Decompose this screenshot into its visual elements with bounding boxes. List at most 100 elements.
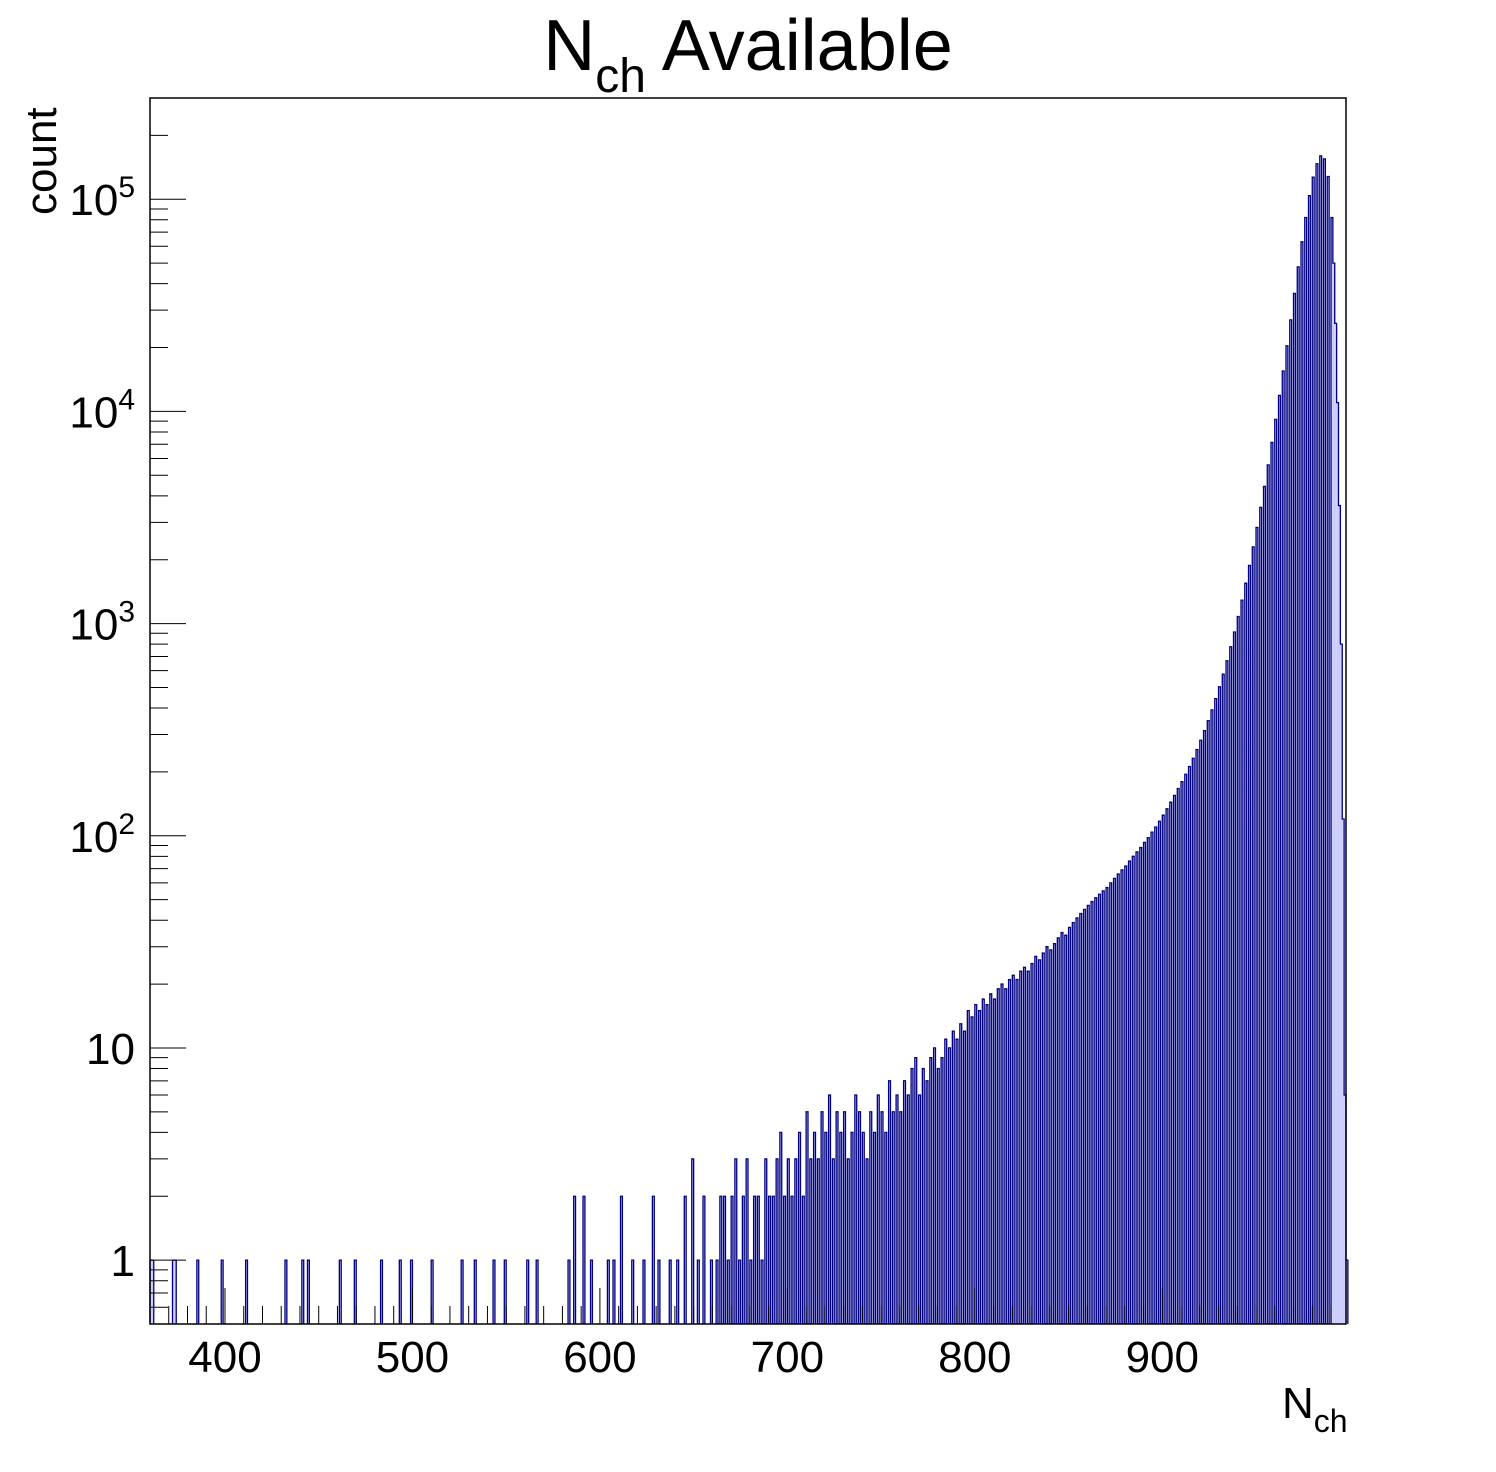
histogram-bar	[1083, 909, 1086, 1324]
histogram-bar	[806, 1111, 808, 1324]
histogram-bar	[881, 1111, 883, 1324]
x-tick-label: 700	[751, 1333, 824, 1382]
x-tick-label: 800	[938, 1333, 1011, 1382]
histogram-bar	[866, 1158, 868, 1324]
x-axis-label-subscript: ch	[1314, 1403, 1348, 1439]
histogram-bar	[1188, 766, 1191, 1324]
x-tick-label: 500	[376, 1333, 449, 1382]
histogram-bar	[963, 1031, 966, 1324]
histogram-bar	[613, 1260, 615, 1324]
histogram-bar	[873, 1132, 876, 1324]
histogram-bar	[877, 1095, 880, 1324]
histogram-bar	[1259, 507, 1262, 1324]
histogram-bar	[1282, 371, 1285, 1324]
histogram-bar	[1327, 176, 1330, 1325]
histogram-bar	[1263, 486, 1266, 1324]
histogram-bar	[174, 1260, 177, 1324]
histogram-bar	[1304, 217, 1307, 1324]
histogram-bar	[851, 1132, 853, 1324]
histogram-bar	[1004, 988, 1007, 1324]
histogram-bar	[907, 1095, 910, 1324]
histogram-bar	[339, 1260, 342, 1324]
histogram-bar	[1113, 878, 1116, 1324]
histogram-bar	[1008, 979, 1011, 1324]
histogram-bar	[802, 1196, 805, 1324]
histogram-bar	[1336, 402, 1339, 1324]
histogram-bar	[221, 1260, 224, 1324]
y-tick-label: 102	[69, 808, 135, 862]
histogram-bar	[1027, 971, 1030, 1324]
histogram-bar	[761, 1260, 763, 1324]
histogram-bar	[791, 1196, 793, 1324]
histogram-bar	[911, 1068, 913, 1324]
histogram-bar	[817, 1158, 820, 1324]
histogram-bar	[757, 1196, 760, 1324]
histogram-bar	[607, 1260, 610, 1324]
histogram-bar	[1278, 395, 1281, 1324]
histogram-bar	[1301, 241, 1303, 1324]
histogram-bar	[1061, 932, 1063, 1324]
histogram-bar	[862, 1132, 865, 1324]
histogram-bar	[746, 1158, 748, 1324]
histogram-bar	[1312, 177, 1315, 1325]
histogram-bar	[1147, 837, 1150, 1324]
histogram-bar	[669, 1260, 672, 1324]
histogram-bar	[809, 1158, 812, 1324]
histogram-bar	[914, 1057, 917, 1324]
histogram-bar	[354, 1260, 357, 1324]
histogram-bar	[1346, 1260, 1348, 1324]
histogram-bar	[196, 1260, 199, 1324]
histogram-bar	[1151, 832, 1153, 1324]
histogram-bar	[1057, 937, 1060, 1324]
histogram-bar	[1094, 897, 1097, 1324]
histogram-bar	[1286, 345, 1288, 1325]
histogram-bar	[301, 1260, 304, 1324]
histogram-bar	[1323, 158, 1326, 1325]
histogram-bar	[918, 1095, 921, 1324]
histogram-bar	[1267, 464, 1270, 1325]
histogram-bar	[734, 1158, 737, 1324]
histogram-bar	[944, 1039, 947, 1324]
histogram-bar	[399, 1260, 402, 1324]
histogram-bar	[929, 1057, 932, 1324]
histogram-bar	[1342, 818, 1345, 1324]
histogram-bar	[723, 1196, 726, 1324]
histogram-bar	[1207, 720, 1210, 1324]
histogram-bar	[1072, 922, 1075, 1324]
histogram-bar	[1158, 821, 1161, 1324]
histogram-bar	[1338, 505, 1341, 1324]
y-tick-label: 1	[111, 1237, 135, 1286]
histogram-bar	[1289, 319, 1292, 1324]
histogram-bar	[989, 993, 992, 1324]
histogram-bar	[1091, 901, 1093, 1324]
histogram-bar	[526, 1260, 529, 1324]
histogram-bar	[684, 1196, 687, 1324]
histogram-bar	[307, 1260, 310, 1324]
histogram-bar	[493, 1260, 495, 1324]
histogram-bar	[933, 1047, 936, 1324]
histogram-bar	[1034, 956, 1037, 1324]
histogram-bar	[1068, 927, 1071, 1324]
histogram-bar	[1132, 856, 1135, 1324]
histogram-bar	[1038, 959, 1041, 1324]
histogram-bar	[937, 1068, 940, 1324]
histogram-bar	[1064, 935, 1067, 1324]
histogram-bar	[794, 1158, 797, 1324]
histogram-bar	[828, 1095, 831, 1324]
histogram-bar	[380, 1260, 383, 1324]
histogram-bar	[978, 1010, 981, 1324]
histogram-bar	[1203, 730, 1206, 1324]
histogram-bar	[1124, 866, 1127, 1324]
histogram-bar	[1042, 953, 1045, 1324]
histogram-bar	[691, 1158, 694, 1324]
histogram-bar	[1229, 646, 1232, 1324]
histogram-bar	[1184, 774, 1187, 1324]
histogram-bar	[1023, 967, 1026, 1324]
histogram-bar	[798, 1132, 801, 1324]
histogram-bar	[1256, 527, 1258, 1324]
histogram-bar	[652, 1196, 655, 1324]
x-tick-label: 600	[563, 1333, 636, 1382]
histogram-bar	[884, 1132, 887, 1324]
histogram-bar	[1087, 905, 1090, 1324]
